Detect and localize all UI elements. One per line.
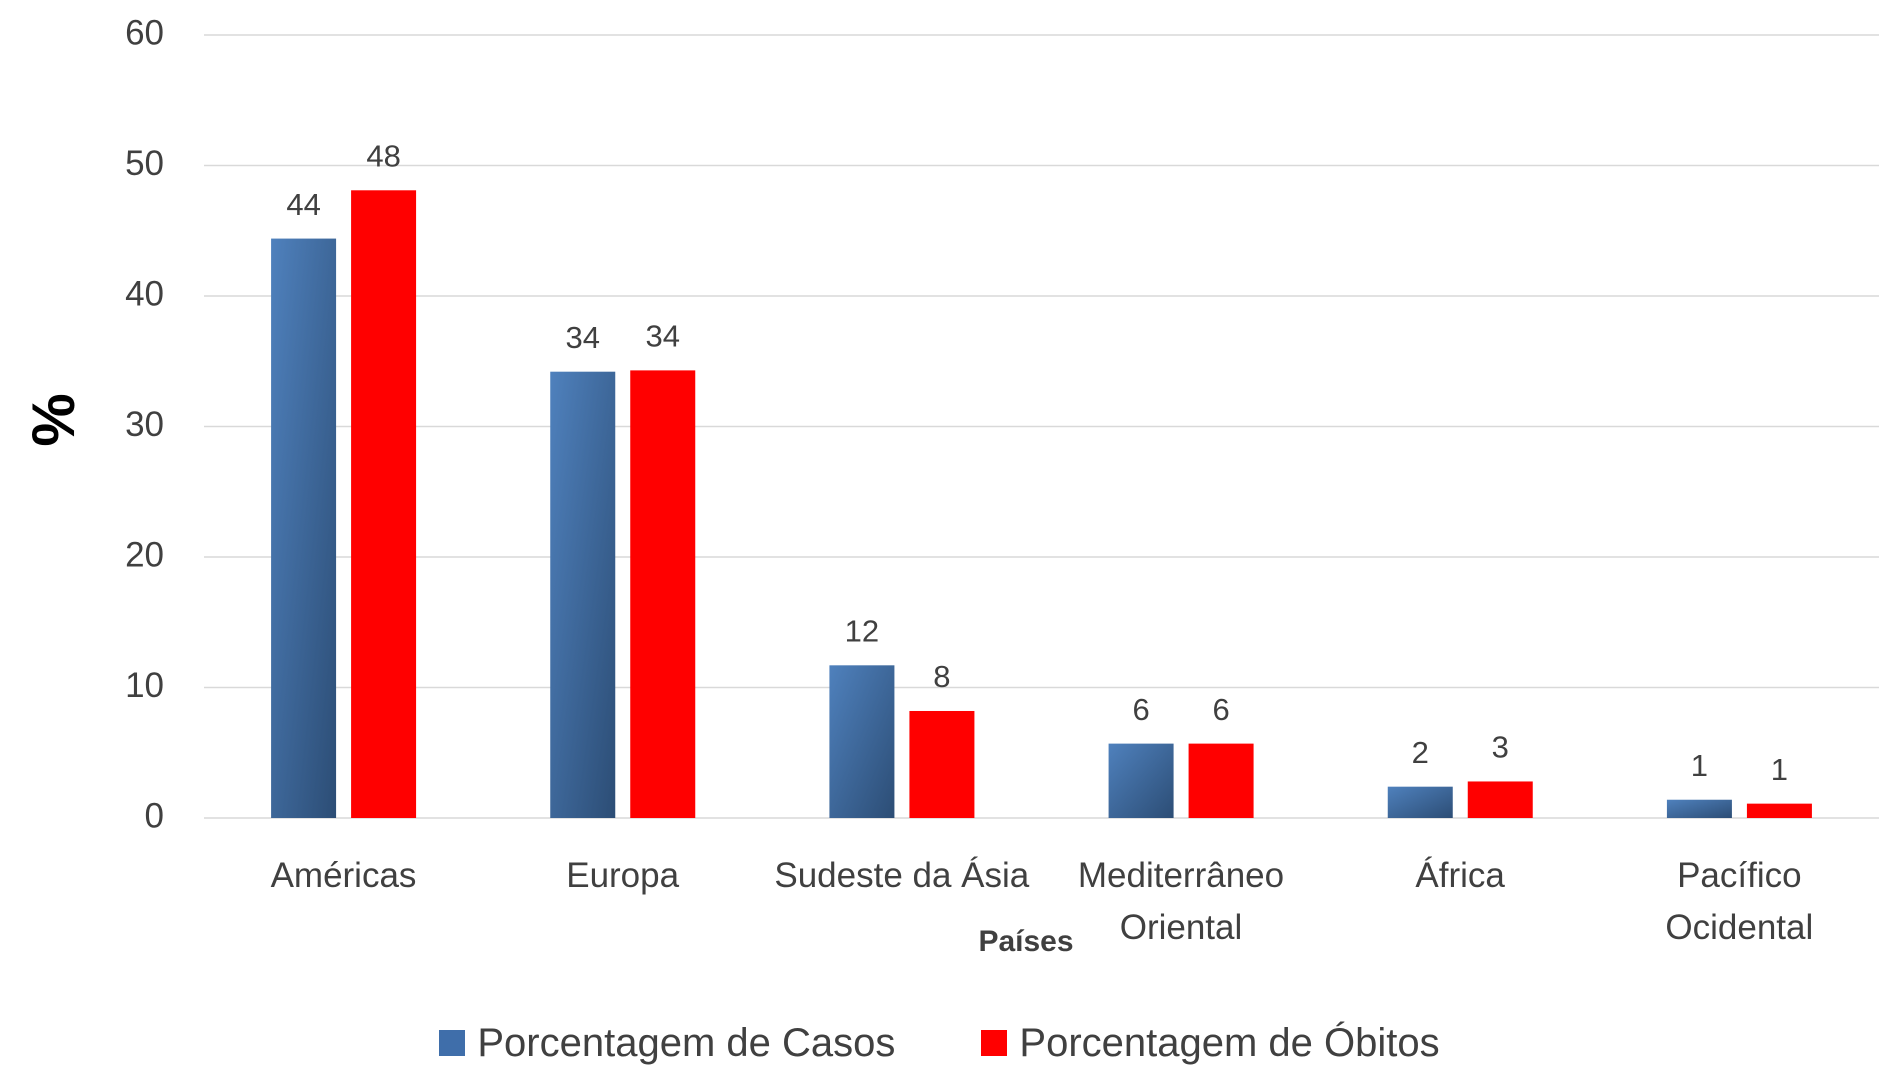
data-label: 6 <box>1212 692 1229 727</box>
data-label: 2 <box>1412 735 1429 770</box>
bar <box>1666 799 1732 818</box>
data-label: 34 <box>646 319 680 354</box>
x-tick-label: Europa <box>566 856 680 895</box>
y-axis-label: % <box>20 393 87 446</box>
legend-label: Porcentagem de Casos <box>477 1020 896 1065</box>
y-tick-label: 40 <box>125 274 164 313</box>
bar <box>351 190 417 819</box>
y-tick-label: 50 <box>125 144 164 183</box>
y-tick-label: 20 <box>125 535 164 574</box>
x-tick-label: Pacífico Ocidental <box>1665 856 1814 947</box>
data-label: 44 <box>286 187 320 222</box>
data-label: 3 <box>1492 730 1509 765</box>
x-tick-label: Américas <box>270 856 417 895</box>
data-label: 12 <box>845 614 879 649</box>
data-label: 1 <box>1771 752 1788 787</box>
bar <box>1746 803 1812 818</box>
legend-item: Porcentagem de Óbitos <box>981 1020 1440 1066</box>
y-tick-label: 30 <box>125 405 164 444</box>
data-label: 8 <box>933 659 950 694</box>
legend-swatch <box>981 1030 1008 1056</box>
bar <box>829 665 895 818</box>
bar <box>630 370 696 818</box>
x-tick-label: Mediterrâneo Oriental <box>1077 856 1285 947</box>
bar <box>1467 781 1533 818</box>
bar <box>1387 786 1453 818</box>
data-label: 1 <box>1691 748 1708 783</box>
legend-swatch <box>439 1030 466 1056</box>
y-tick-label: 10 <box>125 666 164 705</box>
bar <box>909 710 975 818</box>
bar <box>271 238 337 818</box>
bar <box>1108 743 1174 818</box>
legend: Porcentagem de Casos Porcentagem de Óbito… <box>0 1018 1879 1068</box>
x-tick-label: África <box>1415 856 1505 895</box>
legend-item: Porcentagem de Casos <box>439 1021 895 1066</box>
y-tick-label: 0 <box>145 796 164 835</box>
y-tick-label: 60 <box>125 13 164 52</box>
data-label: 34 <box>566 320 600 355</box>
data-label: 6 <box>1132 692 1149 727</box>
bar <box>550 371 616 818</box>
x-axis-label: Países <box>978 925 1073 958</box>
data-label: 48 <box>366 138 400 173</box>
x-tick-label: Sudeste da Ásia <box>774 856 1030 895</box>
bar <box>1188 743 1254 818</box>
legend-label: Porcentagem de Óbitos <box>1019 1020 1440 1065</box>
